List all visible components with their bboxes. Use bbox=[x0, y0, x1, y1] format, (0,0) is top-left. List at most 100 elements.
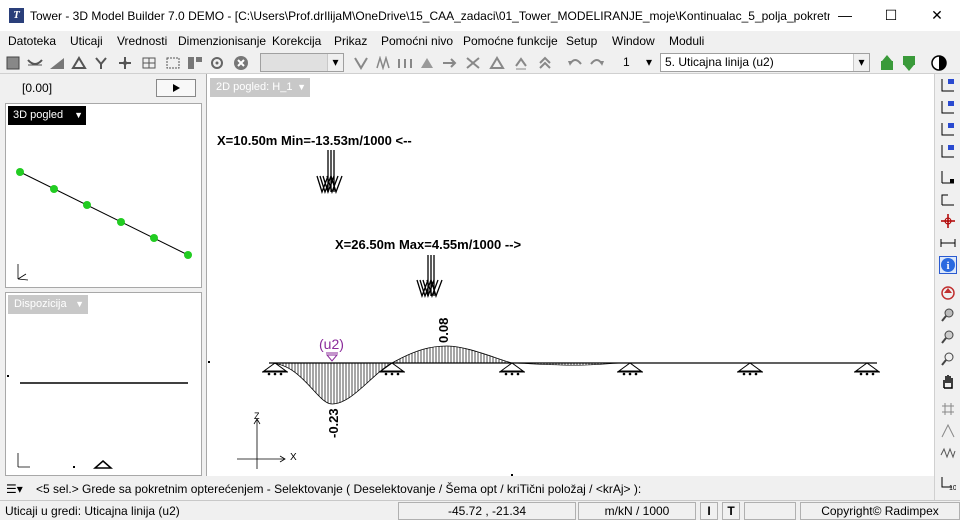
command-line: ☰▾ <5 sel.> Grede sa pokretnim opterećen… bbox=[0, 479, 934, 500]
graph-icon-1[interactable] bbox=[939, 76, 957, 94]
maximize-button[interactable]: ☐ bbox=[884, 7, 898, 23]
app-icon: T bbox=[9, 8, 24, 23]
disposition-label: Dispozicija bbox=[14, 298, 67, 310]
menu-uticaji[interactable]: Uticaji bbox=[70, 34, 103, 48]
scale-icon[interactable]: 10 bbox=[939, 474, 957, 492]
zoom-window-icon[interactable] bbox=[939, 350, 957, 368]
result-icon-2[interactable] bbox=[374, 54, 391, 71]
loadcase-dropdown[interactable]: 5. Uticajna linija (u2) ▾ bbox=[660, 53, 870, 72]
crosshair-icon[interactable] bbox=[939, 212, 957, 230]
menu-dimenzionisanje[interactable]: Dimenzionisanje bbox=[178, 34, 267, 48]
disposition-panel[interactable]: Dispozicija ▼ bbox=[5, 292, 202, 476]
text-toggle-button[interactable]: T bbox=[722, 502, 740, 520]
graph-icon-4[interactable] bbox=[939, 142, 957, 160]
max-label: X=26.50m Max=4.55m/1000 --> bbox=[335, 237, 522, 252]
redo-icon[interactable] bbox=[588, 54, 605, 71]
layout-icon[interactable] bbox=[186, 54, 203, 71]
delete-icon[interactable] bbox=[232, 54, 249, 71]
menu-vrednosti[interactable]: Vrednosti bbox=[117, 34, 168, 48]
beam-load-icon[interactable] bbox=[26, 54, 43, 71]
node-icon[interactable] bbox=[116, 54, 133, 71]
support-3 bbox=[499, 362, 525, 376]
axes-indicator bbox=[237, 418, 286, 469]
graph-icon-2[interactable] bbox=[939, 98, 957, 116]
measure-icon[interactable] bbox=[939, 234, 957, 252]
view2d-label: 2D pogled: H_1 bbox=[216, 81, 293, 93]
pan-hand-icon[interactable] bbox=[939, 372, 957, 390]
grid-snap-icon[interactable] bbox=[939, 400, 957, 418]
result-icon-4[interactable] bbox=[418, 54, 435, 71]
axes-icon[interactable] bbox=[939, 168, 957, 186]
menu-korekcija[interactable]: Korekcija bbox=[272, 34, 322, 48]
menu-window[interactable]: Window bbox=[612, 34, 655, 48]
support-icon[interactable] bbox=[70, 54, 87, 71]
close-button[interactable]: ✕ bbox=[931, 7, 943, 23]
menu-pomocne-funkcije[interactable]: Pomoćne funkcije bbox=[463, 34, 558, 48]
hatch-icon[interactable] bbox=[48, 54, 65, 71]
export-down-icon[interactable] bbox=[900, 54, 917, 71]
home-view-icon[interactable] bbox=[939, 284, 957, 302]
pin-icon[interactable] bbox=[92, 54, 109, 71]
support-5 bbox=[737, 362, 763, 376]
zigzag-icon[interactable] bbox=[939, 444, 957, 462]
axis-x-label: X bbox=[290, 452, 297, 463]
view3d-panel[interactable]: 3D pogled ▼ bbox=[5, 103, 202, 288]
min-label: X=10.50m Min=-13.53m/1000 <-- bbox=[217, 133, 412, 148]
ortho-icon[interactable] bbox=[939, 422, 957, 440]
rotate-icon[interactable] bbox=[164, 54, 181, 71]
zoom-in-icon[interactable] bbox=[939, 306, 957, 324]
result-icon-7[interactable] bbox=[512, 54, 529, 71]
result-icon-1[interactable] bbox=[352, 54, 369, 71]
command-prompt: <5 sel.> Grede sa pokretnim opterećenjem… bbox=[36, 482, 642, 496]
play-icon bbox=[173, 84, 180, 92]
loadcase-value: 5. Uticajna linija (u2) bbox=[665, 55, 774, 69]
grid-icon[interactable] bbox=[140, 54, 157, 71]
play-button[interactable] bbox=[156, 79, 196, 97]
coordinate-field[interactable]: [0.00] bbox=[22, 81, 53, 95]
settings-icon[interactable] bbox=[208, 54, 225, 71]
graph-icon-3[interactable] bbox=[939, 120, 957, 138]
chevron-down-icon: ▾ bbox=[853, 54, 869, 71]
export-up-icon[interactable] bbox=[878, 54, 895, 71]
support-6 bbox=[854, 362, 880, 376]
max-value-label: 0.08 bbox=[436, 318, 451, 343]
support-1 bbox=[262, 362, 288, 376]
main-2d-view[interactable]: 2D pogled: H_1 ▼ X=10.50m Min=-13.53m/10… bbox=[206, 74, 934, 476]
menu-setup[interactable]: Setup bbox=[566, 34, 598, 48]
italic-toggle-button[interactable]: I bbox=[700, 502, 718, 520]
undo-icon[interactable] bbox=[566, 54, 583, 71]
command-menu-icon[interactable]: ☰▾ bbox=[6, 482, 23, 496]
info-icon[interactable]: i bbox=[939, 256, 957, 274]
result-icon-6[interactable] bbox=[488, 54, 505, 71]
result-icon-5[interactable] bbox=[440, 54, 457, 71]
view3d-label: 3D pogled bbox=[13, 109, 64, 121]
svg-text:i: i bbox=[946, 260, 949, 272]
status-units: m/kN / 1000 bbox=[578, 502, 696, 520]
view2d-dropdown[interactable]: 2D pogled: H_1 ▼ bbox=[210, 78, 310, 97]
dimension-icon[interactable] bbox=[939, 190, 957, 208]
menu-pomocni-nivo[interactable]: Pomoćni nivo bbox=[381, 34, 454, 48]
result-icon-8[interactable] bbox=[536, 54, 553, 71]
select-icon[interactable] bbox=[4, 54, 21, 71]
left-panel: [0.00] 3D pogled ▼ Dispozicija ▼ bbox=[0, 74, 206, 476]
influence-small-span3 bbox=[511, 362, 628, 366]
disposition-dropdown[interactable]: Dispozicija ▼ bbox=[8, 295, 88, 314]
menu-prikaz[interactable]: Prikaz bbox=[334, 34, 368, 48]
result-icon-3[interactable] bbox=[396, 54, 413, 71]
menu-moduli[interactable]: Moduli bbox=[669, 34, 705, 48]
filter-dropdown[interactable]: ▾ bbox=[260, 53, 344, 72]
support-2 bbox=[379, 362, 405, 376]
contrast-icon[interactable] bbox=[930, 54, 947, 71]
zoom-out-icon[interactable] bbox=[939, 328, 957, 346]
chevron-down-icon: ▾ bbox=[327, 54, 343, 71]
chevron-down-icon: ▼ bbox=[74, 110, 83, 120]
view3d-dropdown[interactable]: 3D pogled ▼ bbox=[8, 106, 86, 125]
minimize-button[interactable]: — bbox=[838, 7, 852, 23]
status-info: Uticaji u gredi: Uticajna linija (u2) bbox=[0, 502, 396, 520]
menu-bar: Datoteka Uticaji Vrednosti Dimenzionisan… bbox=[0, 31, 960, 51]
scissors-icon[interactable] bbox=[464, 54, 481, 71]
window-title: Tower - 3D Model Builder 7.0 DEMO - [C:\… bbox=[30, 9, 830, 23]
level-value: 1 bbox=[623, 55, 630, 69]
menu-datoteka[interactable]: Datoteka bbox=[8, 34, 57, 48]
level-dropdown[interactable]: 1 ▾ bbox=[612, 53, 658, 72]
